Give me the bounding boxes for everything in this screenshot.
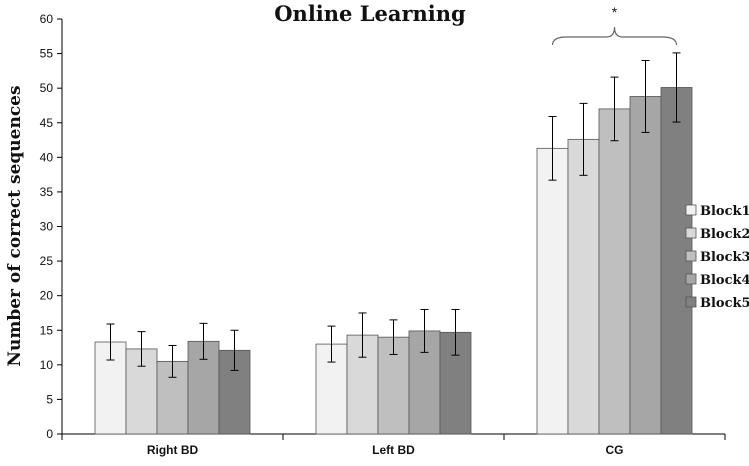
y-tick-label: 40 xyxy=(40,150,54,164)
y-tick-label: 45 xyxy=(40,116,54,130)
x-category-label: Right BD xyxy=(147,443,199,457)
legend-label-block4: Block4 xyxy=(700,273,749,288)
legend-label-block2: Block2 xyxy=(700,227,749,242)
bar-block1 xyxy=(536,147,569,435)
legend-swatch-block1 xyxy=(685,204,697,216)
y-tick-label: 30 xyxy=(40,220,54,234)
significance-marker: * xyxy=(612,4,618,20)
bar-block4 xyxy=(629,96,662,435)
x-axis: Right BD Left BD CG xyxy=(61,433,726,457)
y-tick-label: 0 xyxy=(46,427,53,441)
y-tick-label: 60 xyxy=(40,12,54,26)
y-tick-label: 10 xyxy=(40,358,54,372)
legend-label-block5: Block5 xyxy=(700,296,749,311)
legend-swatch-block5 xyxy=(685,296,697,308)
significance-bracket xyxy=(551,26,678,46)
legend-swatch-block3 xyxy=(685,250,697,262)
bar-groups xyxy=(94,52,693,435)
x-category-label: CG xyxy=(606,443,624,457)
y-tick-label: 15 xyxy=(40,323,54,337)
y-tick-label: 25 xyxy=(40,254,54,268)
y-tick-label: 35 xyxy=(40,185,54,199)
legend-swatch-block2 xyxy=(685,227,697,239)
y-axis-label: Number of correct sequences xyxy=(5,85,25,366)
y-axis: 0 5 10 15 20 25 30 35 40 45 50 55 60 xyxy=(40,12,63,441)
y-tick-label: 20 xyxy=(40,289,54,303)
y-tick-label: 5 xyxy=(46,392,53,406)
y-tick-label: 55 xyxy=(40,47,54,61)
legend: Block1 Block2 Block3 Block4 Block5 xyxy=(685,204,749,311)
legend-label-block3: Block3 xyxy=(700,250,749,265)
legend-swatch-block4 xyxy=(685,273,697,285)
bar-block2 xyxy=(567,138,600,435)
y-tick-label: 50 xyxy=(40,81,54,95)
x-category-label: Left BD xyxy=(372,443,415,457)
chart-title: Online Learning xyxy=(274,1,466,26)
legend-label-block1: Block1 xyxy=(700,204,749,219)
bar-block3 xyxy=(598,108,631,435)
significance-annotations: * xyxy=(551,4,678,46)
